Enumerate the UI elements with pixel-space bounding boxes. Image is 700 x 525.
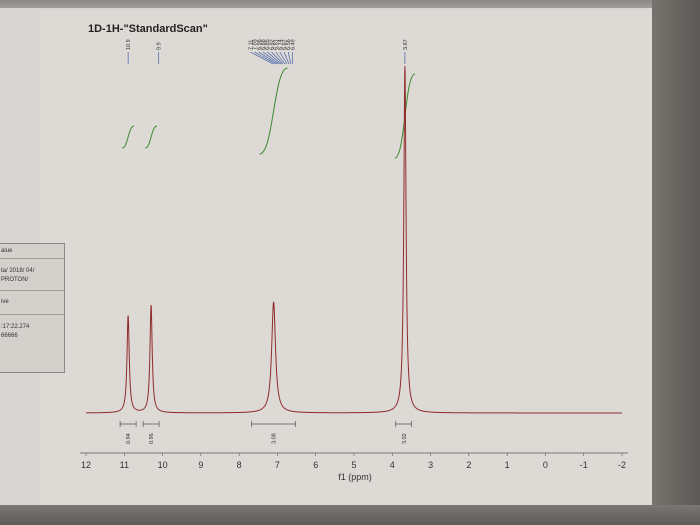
x-tick-label: -2 [618, 460, 626, 470]
peak-label: 10.9 [126, 39, 132, 50]
peak-label: 6.56 [286, 39, 292, 50]
integral-curve [121, 125, 135, 149]
peak-label-connector [283, 51, 290, 65]
integral-value: 0.96 [149, 433, 155, 444]
peak-label-connector [287, 51, 292, 65]
peak-label: 7.03 [253, 39, 259, 50]
integral-value: 0.94 [126, 433, 132, 444]
peak-label: 6.85 [265, 39, 271, 50]
info-row: PROTON/ [1, 277, 29, 283]
integral-curve [144, 125, 158, 149]
x-tick-label: 10 [158, 460, 168, 470]
x-tick-label: 4 [390, 460, 395, 470]
x-axis-label: f1 (ppm) [338, 472, 372, 482]
peak-label: 9.9 [157, 42, 163, 50]
peak-label-connector [250, 51, 274, 65]
peak-label: 6.74 [278, 39, 284, 50]
peak-label: 7.11 [248, 40, 254, 50]
spectrum-trace [86, 65, 622, 414]
divider [0, 258, 64, 259]
peak-label: 6.96 [257, 39, 263, 50]
x-tick-label: 11 [120, 460, 129, 470]
x-tick-label: 9 [198, 460, 203, 470]
peak-label-connector [279, 51, 288, 65]
x-tick-label: 7 [275, 460, 280, 470]
x-tick-label: 12 [81, 460, 91, 470]
info-row: :17:22.274 [1, 324, 30, 330]
spectrum-title: 1D-1H-"StandardScan" [88, 23, 208, 35]
peak-label-connector [254, 51, 276, 65]
x-tick-label: 8 [237, 460, 242, 470]
x-tick-label: 6 [313, 460, 318, 470]
peak-label-connector [271, 51, 284, 65]
monitor-bezel-bottom [0, 505, 700, 525]
peak-label: 6.49 [290, 39, 296, 50]
peak-label: 6.81 [274, 39, 280, 50]
integral-value: 3.02 [402, 433, 408, 444]
peak-label: 6.82 [269, 39, 275, 50]
nmr-screen: 1D-1H-"StandardScan" 10.9 9.9 7.11 7.03 6.96… [0, 8, 654, 508]
x-tick-label: 5 [351, 460, 356, 470]
x-tick-label: 3 [428, 460, 433, 470]
x-tick-label: -1 [580, 460, 588, 470]
info-panel: alue ta/ 2018/ 04/ PROTON/ ive :17:22.27… [0, 243, 65, 373]
integral-curve [259, 67, 288, 155]
divider [0, 290, 64, 291]
peak-label: 6.88 [261, 39, 267, 50]
info-row: ive [1, 299, 9, 305]
x-tick-label: 0 [543, 460, 548, 470]
peak-label: 6.67 [282, 39, 288, 50]
x-tick-label: 1 [505, 460, 510, 470]
monitor-bezel-right [652, 0, 700, 525]
peak-label: 3.67 [403, 39, 409, 50]
divider [0, 314, 64, 315]
info-row: 66666 [1, 333, 18, 339]
info-row: ta/ 2018/ 04/ [1, 268, 35, 274]
peak-label-connector [262, 51, 280, 65]
peak-label-connector [267, 51, 282, 65]
peak-label-connector [275, 51, 286, 65]
nmr-spectrum-plot: 1D-1H-"StandardScan" 10.9 9.9 7.117.036.96… [40, 10, 652, 505]
peak-label-connector [258, 51, 278, 65]
x-tick-label: 2 [466, 460, 471, 470]
info-row: alue [1, 248, 13, 254]
integral-value: 3.08 [272, 433, 278, 444]
integral-curve [394, 73, 416, 159]
